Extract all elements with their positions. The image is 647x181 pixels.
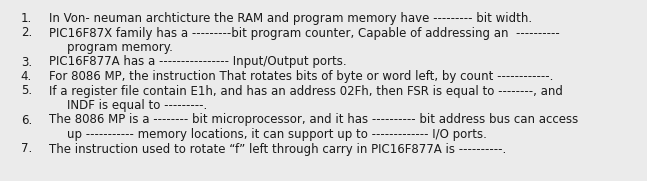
Text: 2.: 2. <box>21 26 32 39</box>
Text: 5.: 5. <box>21 85 32 98</box>
Text: PIC16F87X family has a ---------bit program counter, Capable of addressing an  -: PIC16F87X family has a ---------bit prog… <box>49 26 559 39</box>
Text: The instruction used to rotate “f” left through carry in PIC16F877A is ---------: The instruction used to rotate “f” left … <box>49 142 506 155</box>
Text: The 8086 MP is a -------- bit microprocessor, and it has ---------- bit address : The 8086 MP is a -------- bit microproce… <box>49 113 578 127</box>
Text: INDF is equal to ---------.: INDF is equal to ---------. <box>67 99 207 112</box>
Text: program memory.: program memory. <box>67 41 172 54</box>
Text: PIC16F877A has a ---------------- Input/Output ports.: PIC16F877A has a ---------------- Input/… <box>49 56 346 68</box>
Text: 7.: 7. <box>21 142 32 155</box>
Text: 3.: 3. <box>21 56 32 68</box>
Text: 4.: 4. <box>21 70 32 83</box>
Text: In Von- neuman archticture the RAM and program memory have --------- bit width.: In Von- neuman archticture the RAM and p… <box>49 12 532 25</box>
Text: up ----------- memory locations, it can support up to ------------- I/O ports.: up ----------- memory locations, it can … <box>67 128 487 141</box>
Text: 1.: 1. <box>21 12 32 25</box>
Text: If a register file contain E1h, and has an address 02Fh, then FSR is equal to --: If a register file contain E1h, and has … <box>49 85 562 98</box>
Text: For 8086 MP, the instruction That rotates bits of byte or word left, by count --: For 8086 MP, the instruction That rotate… <box>49 70 553 83</box>
Text: 6.: 6. <box>21 113 32 127</box>
